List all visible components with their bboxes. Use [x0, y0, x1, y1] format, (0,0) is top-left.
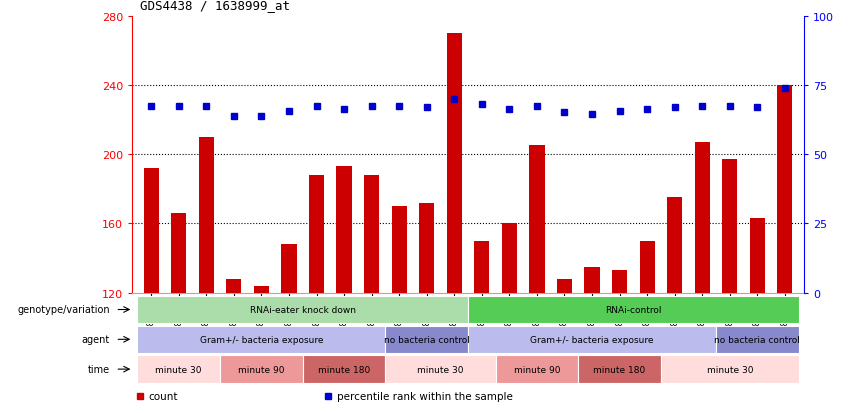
Text: percentile rank within the sample: percentile rank within the sample: [337, 392, 513, 401]
Bar: [303, 356, 386, 383]
Bar: [386, 356, 495, 383]
Bar: [282, 244, 296, 293]
Bar: [364, 176, 380, 293]
Text: minute 30: minute 30: [706, 365, 753, 374]
Bar: [694, 142, 710, 293]
Bar: [612, 271, 627, 293]
Text: Gram+/- bacteria exposure: Gram+/- bacteria exposure: [200, 335, 323, 344]
Bar: [661, 356, 799, 383]
Bar: [716, 326, 799, 353]
Bar: [667, 198, 683, 293]
Bar: [722, 160, 737, 293]
Text: no bacteria control: no bacteria control: [384, 335, 470, 344]
Text: Gram+/- bacteria exposure: Gram+/- bacteria exposure: [530, 335, 654, 344]
Text: RNAi-eater knock down: RNAi-eater knock down: [249, 305, 356, 314]
Bar: [529, 146, 545, 293]
Text: count: count: [149, 392, 178, 401]
Bar: [447, 34, 462, 293]
Bar: [199, 138, 214, 293]
Bar: [220, 356, 303, 383]
Bar: [474, 241, 489, 293]
Bar: [386, 326, 468, 353]
Bar: [309, 176, 324, 293]
Bar: [640, 241, 654, 293]
Text: minute 180: minute 180: [593, 365, 646, 374]
Text: no bacteria control: no bacteria control: [715, 335, 800, 344]
Bar: [144, 169, 159, 293]
Bar: [502, 224, 517, 293]
Text: minute 30: minute 30: [417, 365, 464, 374]
Text: minute 30: minute 30: [156, 365, 202, 374]
Bar: [391, 206, 407, 293]
Text: minute 90: minute 90: [514, 365, 560, 374]
Bar: [420, 203, 434, 293]
Bar: [137, 296, 468, 323]
Bar: [495, 356, 579, 383]
Bar: [579, 356, 661, 383]
Bar: [468, 326, 716, 353]
Bar: [226, 279, 242, 293]
Text: minute 90: minute 90: [238, 365, 284, 374]
Text: agent: agent: [82, 335, 110, 344]
Bar: [254, 286, 269, 293]
Text: GDS4438 / 1638999_at: GDS4438 / 1638999_at: [140, 0, 290, 12]
Bar: [585, 267, 600, 293]
Bar: [336, 167, 351, 293]
Text: genotype/variation: genotype/variation: [17, 305, 110, 315]
Bar: [137, 356, 220, 383]
Text: time: time: [88, 364, 110, 374]
Bar: [137, 326, 386, 353]
Bar: [171, 214, 186, 293]
Text: RNAi-control: RNAi-control: [605, 305, 661, 314]
Text: minute 180: minute 180: [318, 365, 370, 374]
Bar: [777, 85, 792, 293]
Bar: [750, 218, 765, 293]
Bar: [557, 279, 572, 293]
Bar: [468, 296, 799, 323]
